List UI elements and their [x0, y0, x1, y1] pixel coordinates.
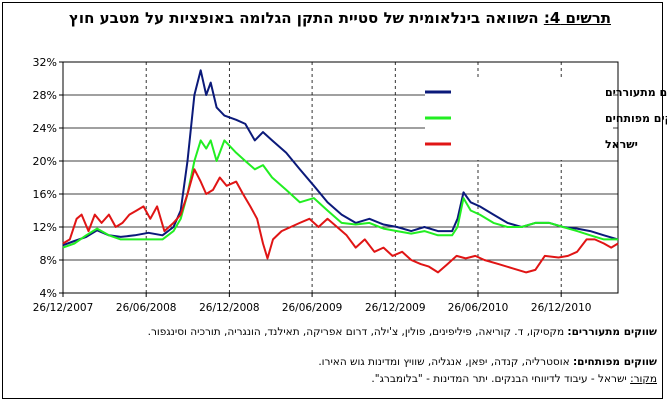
series-line-0: [62, 69, 619, 247]
note-source-text: ישראל - עיבוד לדיווחי הבנקים. יתר המדינו…: [371, 373, 631, 385]
y-tick-label: 24%: [33, 122, 57, 135]
legend-label-1: ממוצע שווקים מפותחים: [605, 112, 667, 125]
note-developed-text: אוסטרליה, קנדה, יפאן, אנגליה, שוויץ ומדי…: [318, 356, 573, 368]
y-tick-label: 4%: [40, 287, 57, 300]
x-tick-label: 26/12/2009: [365, 302, 426, 314]
y-tick-label: 20%: [33, 155, 57, 168]
note-developed-label: שווקים מפותחים:: [572, 356, 657, 368]
y-tick-label: 16%: [33, 188, 57, 201]
legend-label-0: ממוצע שווקים מתעוררים: [605, 86, 667, 99]
x-tick-label: 26/06/2008: [116, 302, 177, 314]
figure-frame: [2, 2, 663, 399]
chart-title-prefix: תרשים 4:: [543, 9, 611, 27]
note-source-label: מקור:: [630, 373, 657, 385]
legend-label-2: ישראל: [605, 138, 638, 151]
chart-title: תרשים 4: השוואה בינלאומית של סטיית התקן …: [60, 8, 620, 28]
note-emerging-label: שווקים מתעוררים:: [567, 326, 657, 338]
x-tick-label: 26/06/2009: [282, 302, 343, 314]
plot-area: [62, 61, 619, 294]
note-emerging: שווקים מתעוררים: מקסיקו, ד. קוריאה, פילי…: [17, 325, 657, 339]
x-tick-label: 26/12/2007: [33, 302, 94, 314]
note-emerging-text: מקסיקו, ד. קוריאה, פיליפינים, פולין, צ'י…: [147, 326, 568, 338]
y-tick-label: 8%: [40, 254, 57, 267]
y-tick-label: 28%: [33, 89, 57, 102]
x-tick-label: 26/12/2010: [531, 302, 592, 314]
series-line-2: [62, 168, 619, 274]
note-source: מקור: ישראל - עיבוד לדיווחי הבנקים. יתר …: [17, 372, 657, 386]
chart-title-text: השוואה בינלאומית של סטיית התקן הגלומה בא…: [69, 9, 544, 27]
series-line-1: [62, 139, 618, 249]
x-tick-label: 26/12/2008: [199, 302, 260, 314]
legend-box: [425, 78, 613, 160]
y-tick-label: 12%: [33, 221, 57, 234]
note-developed: שווקים מפותחים: אוסטרליה, קנדה, יפאן, אנ…: [17, 355, 657, 369]
y-tick-label: 32%: [33, 56, 57, 69]
x-tick-label: 26/06/2010: [448, 302, 509, 314]
